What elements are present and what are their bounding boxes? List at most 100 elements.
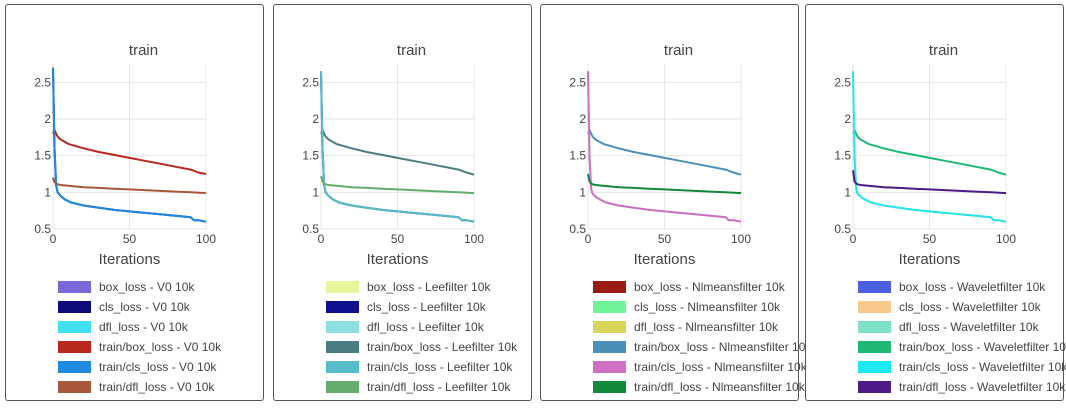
chart-panel-nlmeansfilter: train 0.5 1 1.5 2 2.5 0 50 100 Iterations box_los… (540, 4, 811, 401)
legend-item[interactable]: box_loss - Nlmeansfilter 10k (593, 277, 811, 297)
series-line (320, 129, 475, 176)
chart-legend: box_loss - Nlmeansfilter 10k cls_loss - N… (593, 277, 811, 397)
y-tick-label: 1 (44, 185, 51, 199)
y-tick-label: 2.5 (834, 75, 851, 89)
legend-swatch (858, 301, 891, 313)
legend-label: train/dfl_loss - V0 10k (99, 380, 215, 394)
y-tick-label: 1.5 (569, 149, 586, 163)
legend-item[interactable]: cls_loss - Waveletfilter 10k (858, 297, 1066, 317)
y-tick-label: 1.5 (34, 149, 51, 163)
chart-panel-v0: train 0.5 1 1.5 2 2.5 0 50 100 Iterations box_los… (5, 4, 264, 401)
legend-label: dfl_loss - Waveletfilter 10k (899, 320, 1039, 334)
legend-item[interactable]: dfl_loss - Nlmeansfilter 10k (593, 317, 811, 337)
chart-panel-leefilter: train 0.5 1 1.5 2 2.5 0 50 100 Iterations box_los… (273, 4, 532, 401)
legend-item[interactable]: train/box_loss - Waveletfilter 10k (858, 337, 1066, 357)
legend-label: train/cls_loss - Waveletfilter 10k (899, 360, 1066, 374)
x-tick-label: 50 (658, 232, 672, 246)
legend-label: cls_loss - Leefilter 10k (367, 300, 486, 314)
chart-legend: box_loss - Leefilter 10k cls_loss - Leefi… (326, 277, 517, 397)
legend-swatch (58, 341, 91, 353)
x-tick-label: 100 (464, 232, 484, 246)
y-tick-label: 2.5 (569, 75, 586, 89)
y-tick-label: 0.5 (34, 222, 51, 236)
series-line (320, 71, 475, 223)
legend-swatch (858, 381, 891, 393)
legend-label: cls_loss - V0 10k (99, 300, 190, 314)
legend-swatch (593, 381, 626, 393)
legend-item[interactable]: cls_loss - Nlmeansfilter 10k (593, 297, 811, 317)
series-line (587, 129, 742, 176)
x-tick-label: 0 (50, 232, 57, 246)
legend-label: cls_loss - Nlmeansfilter 10k (634, 300, 781, 314)
series-line (852, 129, 1007, 176)
y-tick-label: 1 (579, 185, 586, 199)
legend-item[interactable]: dfl_loss - Leefilter 10k (326, 317, 517, 337)
legend-swatch (58, 381, 91, 393)
series-line (587, 71, 742, 223)
series-line (852, 71, 1007, 223)
series-line (587, 173, 742, 195)
legend-label: train/cls_loss - Nlmeansfilter 10k (634, 360, 807, 374)
y-tick-label: 2 (579, 112, 586, 126)
legend-label: dfl_loss - Leefilter 10k (367, 320, 484, 334)
series-line (320, 175, 475, 195)
legend-label: train/box_loss - V0 10k (99, 340, 222, 354)
legend-swatch (593, 281, 626, 293)
x-tick-label: 100 (996, 232, 1016, 246)
legend-label: train/dfl_loss - Nlmeansfilter 10k (634, 380, 805, 394)
legend-swatch (326, 321, 359, 333)
y-tick-label: 2.5 (302, 75, 319, 89)
legend-item[interactable]: box_loss - Waveletfilter 10k (858, 277, 1066, 297)
legend-item[interactable]: train/cls_loss - V0 10k (58, 357, 221, 377)
legend-item[interactable]: train/box_loss - V0 10k (58, 337, 221, 357)
x-tick-label: 50 (123, 232, 137, 246)
series-line (52, 177, 207, 195)
legend-item[interactable]: dfl_loss - Waveletfilter 10k (858, 317, 1066, 337)
legend-swatch (858, 321, 891, 333)
legend-label: box_loss - Nlmeansfilter 10k (634, 280, 785, 294)
legend-item[interactable]: train/dfl_loss - Leefilter 10k (326, 377, 517, 397)
legend-label: train/dfl_loss - Leefilter 10k (367, 380, 511, 394)
legend-item[interactable]: cls_loss - V0 10k (58, 297, 221, 317)
legend-swatch (593, 341, 626, 353)
legend-label: box_loss - Leefilter 10k (367, 280, 491, 294)
legend-label: dfl_loss - V0 10k (99, 320, 188, 334)
legend-item[interactable]: box_loss - Leefilter 10k (326, 277, 517, 297)
y-tick-label: 0.5 (569, 222, 586, 236)
legend-label: train/cls_loss - Leefilter 10k (367, 360, 513, 374)
legend-label: train/box_loss - Nlmeansfilter 10k (634, 340, 812, 354)
legend-label: box_loss - V0 10k (99, 280, 195, 294)
x-tick-label: 0 (585, 232, 592, 246)
chart-svg: train 0.5 1 1.5 2 2.5 0 50 100 Iterations (569, 42, 751, 265)
y-tick-label: 2.5 (34, 75, 51, 89)
series-line (852, 170, 1007, 195)
legend-swatch (326, 381, 359, 393)
legend-swatch (326, 361, 359, 373)
chart-title: train (129, 42, 158, 59)
legend-item[interactable]: train/box_loss - Leefilter 10k (326, 337, 517, 357)
legend-label: dfl_loss - Nlmeansfilter 10k (634, 320, 779, 334)
legend-item[interactable]: train/dfl_loss - Nlmeansfilter 10k (593, 377, 811, 397)
legend-item[interactable]: train/box_loss - Nlmeansfilter 10k (593, 337, 811, 357)
x-tick-label: 100 (731, 232, 751, 246)
legend-item[interactable]: cls_loss - Leefilter 10k (326, 297, 517, 317)
legend-swatch (858, 281, 891, 293)
legend-item[interactable]: dfl_loss - V0 10k (58, 317, 221, 337)
legend-label: train/box_loss - Leefilter 10k (367, 340, 518, 354)
legend-item[interactable]: train/cls_loss - Nlmeansfilter 10k (593, 357, 811, 377)
legend-swatch (326, 341, 359, 353)
legend-item[interactable]: box_loss - V0 10k (58, 277, 221, 297)
chart-title: train (397, 42, 426, 59)
y-tick-label: 1 (312, 185, 319, 199)
chart-legend: box_loss - Waveletfilter 10k cls_loss - W… (858, 277, 1066, 397)
legend-item[interactable]: train/cls_loss - Waveletfilter 10k (858, 357, 1066, 377)
x-tick-label: 100 (196, 232, 216, 246)
legend-item[interactable]: train/dfl_loss - Waveletfilter 10k (858, 377, 1066, 397)
legend-item[interactable]: train/dfl_loss - V0 10k (58, 377, 221, 397)
x-tick-label: 50 (923, 232, 937, 246)
series-line (52, 129, 207, 175)
chart-svg: train 0.5 1 1.5 2 2.5 0 50 100 Iterations (302, 42, 484, 265)
legend-item[interactable]: train/cls_loss - Leefilter 10k (326, 357, 517, 377)
chart-panel-waveletfilter: train 0.5 1 1.5 2 2.5 0 50 100 Iterations box_los… (805, 4, 1066, 401)
legend-swatch (858, 341, 891, 353)
